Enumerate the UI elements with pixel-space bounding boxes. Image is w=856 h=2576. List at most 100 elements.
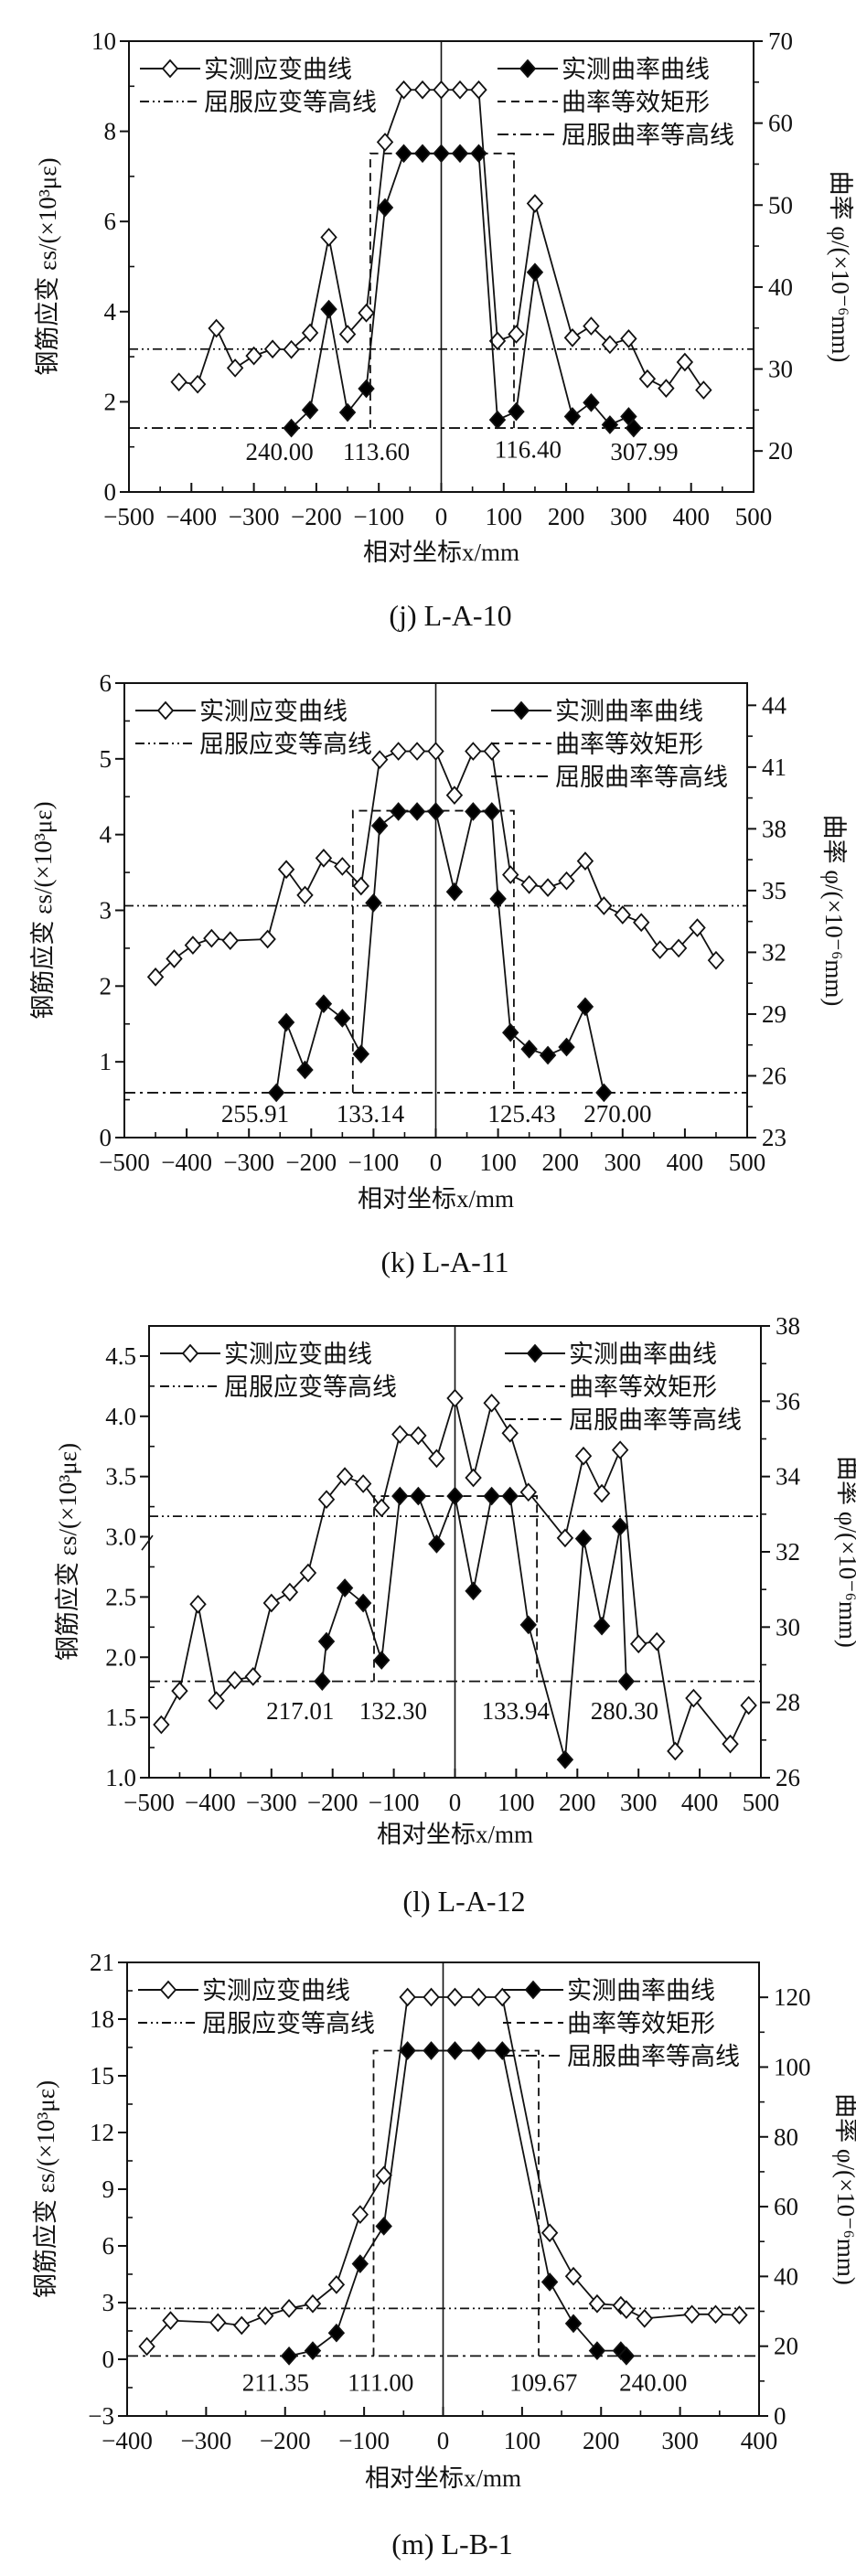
strain-point: [689, 918, 706, 937]
strain-point: [636, 2309, 653, 2328]
legend-label: 实测曲率曲线: [562, 56, 710, 83]
legend-marker-icon: [526, 1343, 544, 1363]
strain-point: [731, 2305, 748, 2325]
strain-point: [648, 1631, 666, 1651]
length-annotation: 240.00: [245, 438, 313, 465]
legend-label: 屈服曲率等高线: [567, 2043, 740, 2070]
curvature-point: [267, 1083, 285, 1103]
legend-label: 屈服应变等高线: [202, 2010, 375, 2037]
strain-point: [208, 1691, 225, 1711]
curvature-point: [526, 262, 544, 283]
strain-point: [334, 857, 351, 876]
y2-tick-label: 34: [776, 1463, 801, 1491]
strain-point: [629, 1634, 647, 1654]
strain-point: [446, 1987, 464, 2007]
curvature-point: [617, 2346, 636, 2366]
curvature-point: [539, 1045, 557, 1065]
strain-point: [683, 2304, 701, 2325]
y2-tick-label: 30: [776, 1613, 800, 1641]
legend-marker-icon: [512, 700, 530, 721]
x-tick-label: 100: [486, 503, 523, 530]
length-annotation: 255.91: [221, 1100, 289, 1128]
strain-point: [262, 1593, 281, 1613]
strain-point: [707, 950, 725, 970]
y2-tick-label: 44: [762, 691, 787, 719]
legend-label: 实测应变曲线: [204, 56, 352, 83]
curvature-point: [588, 2341, 606, 2361]
y-tick-label: 3: [102, 2289, 115, 2316]
strain-point: [470, 80, 487, 100]
x-tick-label: −100: [348, 1149, 400, 1176]
curvature-point: [601, 415, 619, 434]
strain-point: [320, 228, 337, 247]
x-tick-label: −500: [99, 1149, 150, 1176]
strain-point: [707, 2304, 724, 2325]
strain-point: [171, 1681, 188, 1701]
x-axis-label: 相对坐标x/mm: [363, 539, 519, 566]
x-tick-label: 100: [504, 2427, 541, 2454]
strain-point: [611, 1440, 629, 1460]
x-tick-label: 0: [435, 503, 448, 530]
strain-point: [520, 874, 538, 894]
strain-point: [354, 1474, 372, 1493]
y-tick-label: 0: [104, 478, 117, 506]
curvature-point: [558, 1037, 575, 1057]
x-axis-label: 相对坐标x/mm: [365, 2464, 521, 2492]
strain-point: [539, 878, 557, 898]
strain-point: [519, 1482, 537, 1502]
y-axis-label: 钢筋应变 εs/(×10³με): [54, 1443, 81, 1661]
y-axis-label: 钢筋应变 εs/(×10³με): [32, 2080, 59, 2298]
x-tick-label: 0: [430, 1149, 443, 1176]
y-tick-label: 1.5: [105, 1704, 136, 1731]
strain-point: [556, 1528, 574, 1548]
strain-point: [170, 372, 187, 392]
strain-point: [593, 1483, 611, 1503]
equivalent-rectangle: [372, 2049, 540, 2357]
strain-point: [465, 1468, 482, 1488]
x-tick-label: −400: [166, 503, 217, 530]
curvature-point: [375, 2217, 392, 2236]
strain-point: [188, 374, 207, 394]
x-tick-label: −100: [369, 1789, 420, 1816]
curvature-point: [283, 418, 300, 438]
curvature-point: [391, 1486, 409, 1506]
y2-tick-label: 29: [762, 1000, 786, 1028]
y-tick-label: 10: [91, 27, 116, 55]
legend-label: 实测应变曲线: [199, 698, 348, 725]
strain-point: [296, 885, 314, 905]
curvature-point: [304, 2341, 322, 2361]
x-tick-label: −400: [185, 1789, 236, 1816]
strain-point: [669, 938, 688, 958]
curvature-point: [334, 1009, 351, 1028]
strain-point: [263, 339, 282, 359]
curvature-point: [351, 2254, 369, 2274]
curvature-point: [625, 418, 643, 438]
panel-caption: (l) L-A-12: [402, 1885, 525, 1918]
strain-point: [203, 928, 220, 948]
strain-point: [226, 1670, 243, 1690]
y2-tick-label: 0: [774, 2402, 786, 2430]
length-annotation: 133.94: [482, 1697, 551, 1725]
strain-point: [391, 1425, 409, 1444]
y-axis-label: 钢筋应变 εs/(×10³με): [29, 801, 57, 1019]
curvature-point: [427, 802, 444, 821]
curvature-point: [593, 1616, 611, 1636]
strain-point: [488, 331, 507, 351]
legend-label: 实测曲率曲线: [569, 1341, 717, 1368]
strain-point: [408, 742, 426, 761]
strain-point: [501, 1423, 519, 1443]
curvature-point: [338, 402, 357, 422]
curvature-point: [564, 2314, 583, 2334]
strain-point: [189, 1594, 207, 1614]
y2-tick-label: 50: [768, 191, 793, 219]
curvature-point: [465, 802, 482, 821]
y2-tick-label: 35: [762, 877, 786, 904]
curvature-point: [556, 1749, 574, 1769]
x-tick-label: 200: [559, 1789, 596, 1816]
curvature-point: [483, 1486, 500, 1506]
x-tick-label: −200: [291, 503, 342, 530]
curvature-point: [583, 392, 600, 412]
curvature-point: [483, 802, 500, 821]
length-annotation: 113.60: [343, 438, 410, 465]
strain-point: [327, 2275, 346, 2294]
